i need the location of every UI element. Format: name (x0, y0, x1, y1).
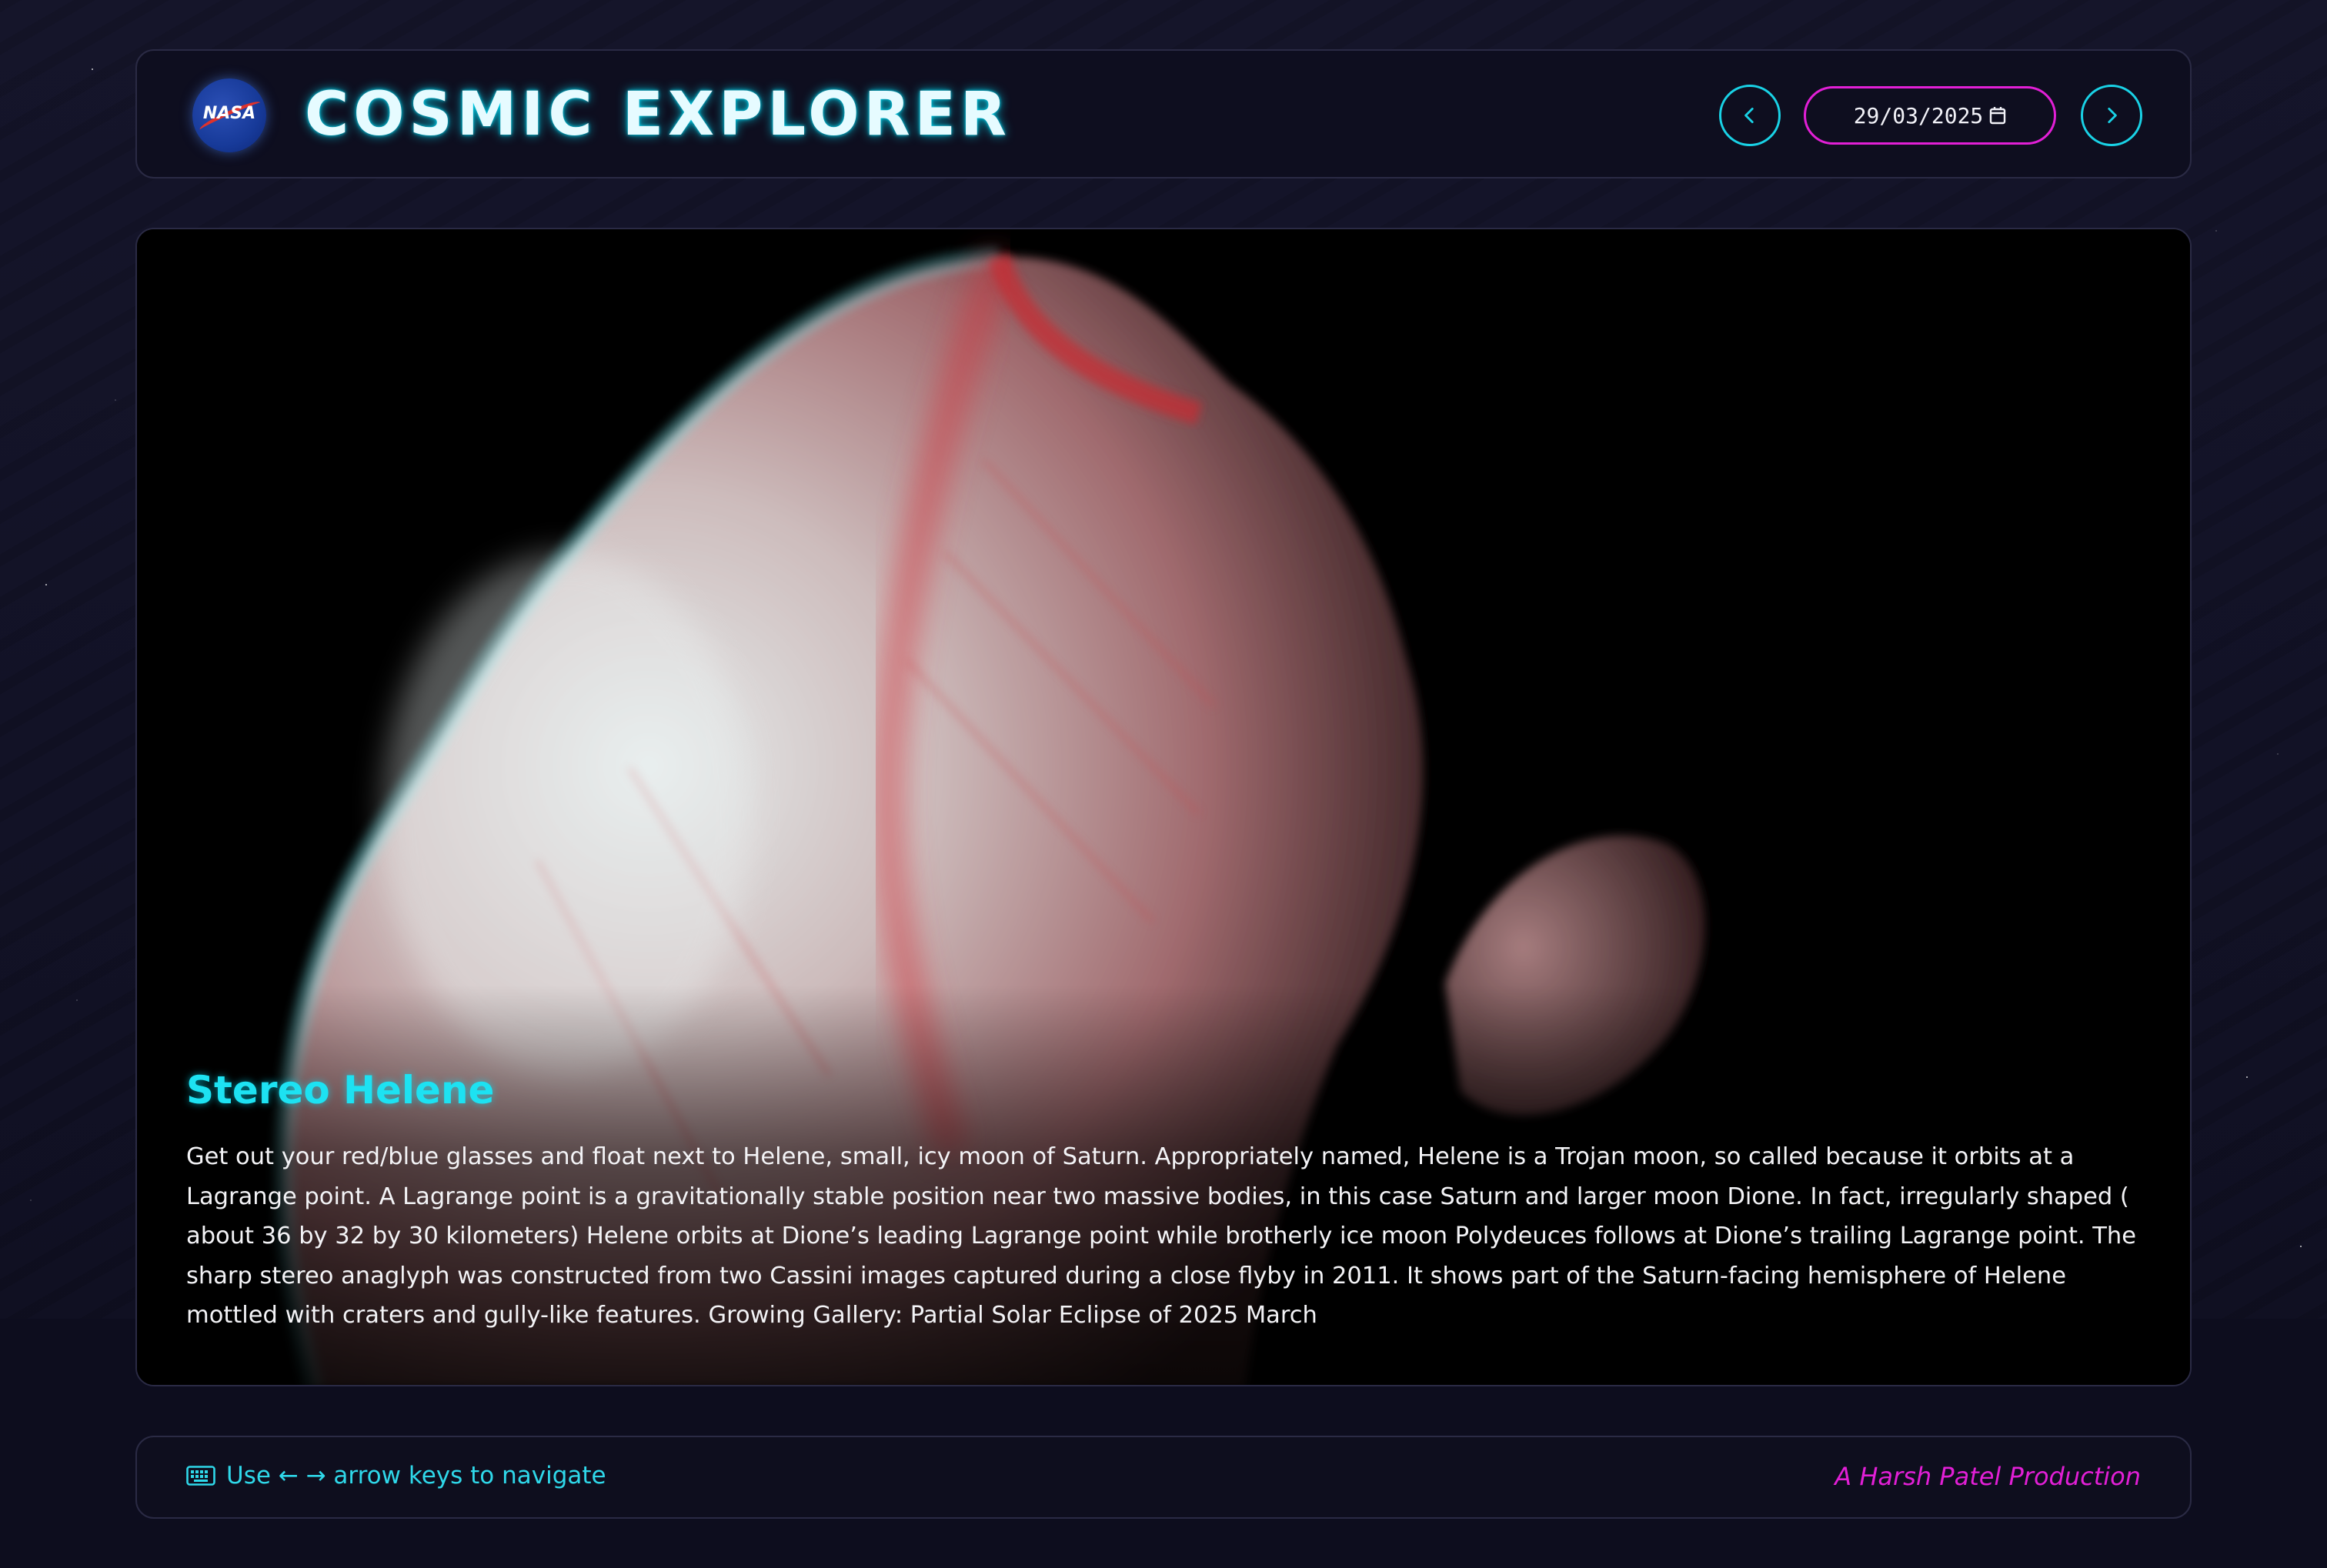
calendar-icon[interactable] (1989, 106, 2006, 125)
credit-text: A Harsh Patel Production (1835, 1462, 2141, 1491)
chevron-right-icon (2108, 107, 2117, 124)
app-header: NASA COSMIC EXPLORER 29/03/2025 (135, 49, 2192, 178)
nasa-logo: NASA (192, 78, 266, 152)
app-title: COSMIC EXPLORER (305, 80, 1011, 149)
app-footer: Use ← → arrow keys to navigate A Harsh P… (135, 1436, 2192, 1519)
date-picker-input[interactable]: 29/03/2025 (1804, 86, 2056, 145)
next-day-button[interactable] (2081, 85, 2142, 146)
apod-card: Stereo Helene Get out your red/blue glas… (135, 228, 2192, 1386)
apod-title: Stereo Helene (186, 1068, 495, 1113)
nasa-logo-text: NASA (202, 104, 256, 123)
keyboard-icon (186, 1466, 215, 1486)
keyboard-hint: Use ← → arrow keys to navigate (186, 1462, 606, 1490)
image-overlay-gradient (137, 985, 2190, 1385)
date-value: 29/03/2025 (1853, 102, 1984, 128)
previous-day-button[interactable] (1719, 85, 1781, 146)
apod-description: Get out your red/blue glasses and float … (186, 1143, 2137, 1329)
chevron-left-icon (1744, 107, 1754, 124)
keyboard-hint-text: Use ← → arrow keys to navigate (226, 1462, 606, 1490)
